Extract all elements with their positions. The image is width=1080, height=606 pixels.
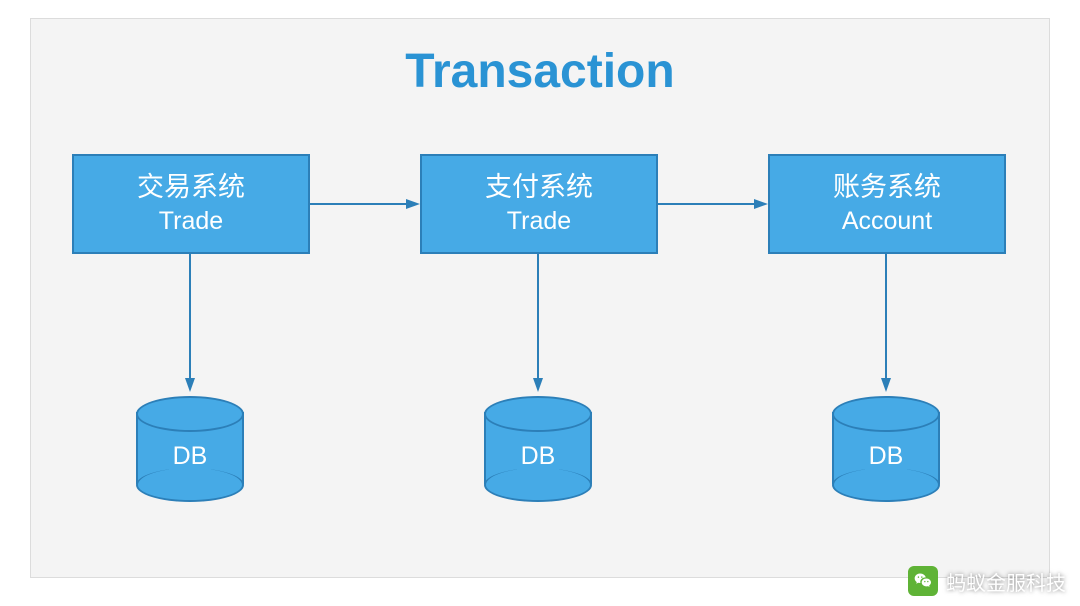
system-box-trade: 交易系统 Trade [72, 154, 310, 254]
database-label: DB [484, 442, 592, 471]
system-box-account: 账务系统 Account [768, 154, 1006, 254]
database-trade: DB [136, 396, 244, 500]
system-label-en: Trade [159, 206, 223, 237]
system-label-en: Trade [507, 206, 571, 237]
system-box-payment: 支付系统 Trade [420, 154, 658, 254]
watermark: 蚂蚁金服科技 [908, 566, 1066, 596]
system-label-cn: 支付系统 [485, 171, 593, 205]
diagram-title: Transaction [0, 44, 1080, 99]
database-label: DB [832, 442, 940, 471]
watermark-text: 蚂蚁金服科技 [946, 567, 1066, 596]
database-payment: DB [484, 396, 592, 500]
wechat-icon [908, 566, 938, 596]
system-label-cn: 账务系统 [833, 171, 941, 205]
system-label-en: Account [842, 206, 932, 237]
database-label: DB [136, 442, 244, 471]
system-label-cn: 交易系统 [137, 171, 245, 205]
database-account: DB [832, 396, 940, 500]
